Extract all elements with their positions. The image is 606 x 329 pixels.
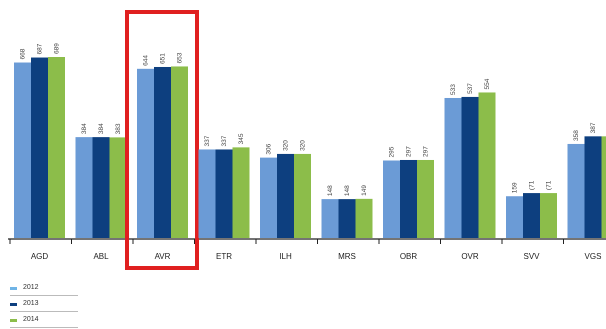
data-label-MRS-2014: 149	[361, 185, 368, 196]
bar-ILH-2013	[277, 153, 294, 238]
data-label-SVV-2012: 159	[512, 182, 519, 193]
bar-AGD-2014	[48, 57, 65, 238]
data-label-AVR-2013: 651	[160, 53, 167, 64]
highlight-box-AVR	[125, 10, 199, 270]
legend-divider	[10, 311, 78, 312]
legend-swatch-2013	[10, 303, 17, 306]
bar-SVV-2013	[523, 193, 540, 238]
legend-label-2013: 2013	[23, 300, 39, 307]
bar-AGD-2012	[14, 62, 31, 238]
x-tick-label-AGD: AGD	[31, 252, 49, 261]
data-label-ABL-2014: 383	[115, 123, 122, 134]
data-label-MRS-2012: 148	[327, 185, 334, 196]
legend: 2012 2013 2014	[10, 281, 80, 329]
data-label-OVR-2013: 537	[467, 83, 474, 94]
bar-ILH-2014	[294, 153, 311, 238]
bar-VGS-2012	[567, 143, 585, 238]
bar-SVV-2012	[506, 196, 523, 238]
bar-VGS-2014	[601, 136, 606, 238]
bar-OVR-2013	[461, 96, 479, 239]
bar-AVR-2014	[171, 66, 188, 238]
x-tick-label-ABL: ABL	[93, 252, 109, 261]
data-label-ILH-2013: 320	[283, 140, 290, 151]
data-label-SVV-2014: (71	[546, 180, 553, 190]
bar-OBR-2013	[400, 159, 417, 238]
bar-SVV-2014	[540, 193, 557, 238]
data-label-OBR-2014: 297	[423, 146, 430, 157]
data-label-ETR-2014: 345	[238, 133, 245, 144]
data-label-AGD-2014: 689	[54, 43, 61, 54]
data-label-OVR-2012: 533	[450, 84, 457, 95]
x-tick-label-AVR: AVR	[155, 252, 171, 261]
bar-MRS-2013	[338, 199, 356, 238]
legend-swatch-2012	[10, 287, 17, 290]
bar-AVR-2012	[137, 68, 154, 239]
x-tick-label-MRS: MRS	[338, 252, 356, 261]
legend-label-2014: 2014	[23, 316, 39, 323]
bar-ABL-2013	[92, 137, 110, 238]
data-label-ABL-2012: 384	[81, 123, 88, 134]
data-label-AVR-2012: 644	[143, 55, 150, 66]
x-tick-label-OVR: OVR	[461, 252, 479, 261]
bar-ETR-2012	[198, 149, 216, 238]
legend-item-2014: 2014	[10, 313, 80, 329]
bar-ETR-2014	[232, 147, 250, 238]
data-label-ILH-2014: 320	[300, 140, 307, 151]
bar-OVR-2014	[478, 92, 496, 238]
data-label-ILH-2012: 306	[266, 143, 273, 154]
bar-ABL-2014	[109, 137, 127, 238]
bar-MRS-2014	[355, 198, 373, 238]
data-label-OVR-2014: 554	[484, 78, 491, 89]
data-label-ETR-2012: 337	[204, 135, 211, 146]
legend-divider	[10, 327, 78, 328]
bar-OBR-2012	[383, 160, 400, 238]
x-tick-label-ILH: ILH	[279, 252, 292, 261]
data-label-AGD-2013: 687	[37, 43, 44, 54]
x-tick-label-ETR: ETR	[216, 252, 232, 261]
data-label-OBR-2013: 297	[406, 146, 413, 157]
legend-swatch-2014	[10, 319, 17, 322]
bar-ETR-2013	[215, 149, 233, 238]
data-label-VGS-2012: 358	[573, 130, 580, 141]
legend-item-2013: 2013	[10, 297, 80, 313]
bar-MRS-2012	[321, 199, 339, 238]
bar-ILH-2012	[260, 157, 277, 238]
bar-OBR-2014	[417, 159, 434, 238]
data-label-MRS-2013: 148	[344, 185, 351, 196]
legend-label-2012: 2012	[23, 284, 39, 291]
bar-AGD-2013	[31, 57, 48, 239]
data-label-AGD-2012: 668	[20, 48, 27, 59]
data-label-AVR-2014: 653	[177, 52, 184, 63]
x-tick-label-SVV: SVV	[523, 252, 540, 261]
bar-AVR-2013	[154, 66, 171, 239]
data-label-VGS-2013: 387	[590, 122, 597, 133]
x-tick-label-VGS: VGS	[585, 252, 602, 261]
data-label-OBR-2012: 295	[389, 146, 396, 157]
legend-divider	[10, 295, 78, 296]
legend-item-2012: 2012	[10, 281, 80, 297]
bar-ABL-2012	[75, 137, 93, 238]
data-label-ABL-2013: 384	[98, 123, 105, 134]
data-label-ETR-2013: 337	[221, 135, 228, 146]
bar-OVR-2012	[444, 97, 462, 238]
data-label-SVV-2013: (71	[529, 180, 536, 190]
bar-VGS-2013	[584, 136, 602, 238]
x-tick-label-OBR: OBR	[400, 252, 418, 261]
